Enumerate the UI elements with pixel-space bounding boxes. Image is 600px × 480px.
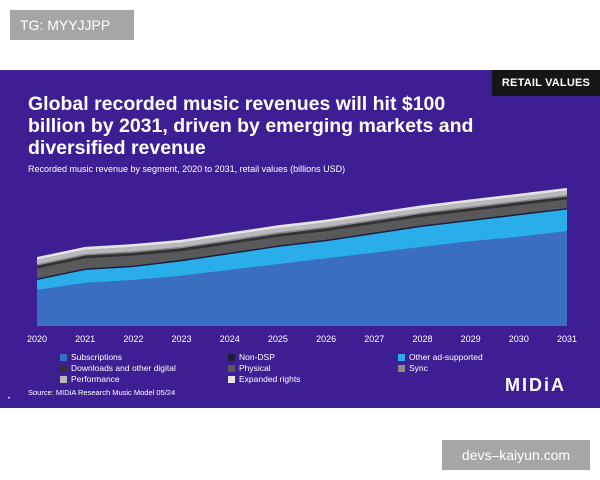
legend-label: Non-DSP [239,352,275,362]
midia-logo: MIDiA [505,375,566,395]
legend-swatch [228,364,235,372]
chart-title-line-1: Global recorded music revenues will hit … [28,93,446,115]
x-tick-2025: 2025 [268,334,288,344]
legend-swatch [228,375,235,383]
legend-item: Subscriptions [60,352,122,362]
x-tick-2030: 2030 [509,334,529,344]
area-other-ad-supported [37,209,567,290]
legend-item: Other ad-supported [398,352,483,362]
x-tick-2027: 2027 [364,334,384,344]
area-downloads-and-other-digital [37,196,567,269]
legend-swatch [398,364,405,372]
legend-label: Physical [239,363,271,373]
legend-item: Non-DSP [228,352,275,362]
x-tick-2023: 2023 [172,334,192,344]
legend-swatch [60,375,67,383]
chart-title: Global recorded music revenues will hit … [28,93,528,159]
x-tick-2022: 2022 [123,334,143,344]
retail-values-badge: RETAIL VALUES [492,70,600,96]
watermark-bottom: devs–kaiyun.com [442,440,590,470]
legend-label: Expanded rights [239,374,301,384]
chart-title-line-2: billion by 2031, driven by emerging mark… [28,115,474,137]
x-tick-2024: 2024 [220,334,240,344]
x-tick-2026: 2026 [316,334,336,344]
watermark-top: TG: MYYJJPP [10,10,134,40]
legend-label: Other ad-supported [409,352,483,362]
area-performance [37,190,567,265]
legend-item: Expanded rights [228,374,300,384]
slide-marker: • [8,396,11,402]
x-tick-2029: 2029 [461,334,481,344]
legend-item: Sync [398,363,428,373]
x-tick-2020: 2020 [27,334,47,344]
legend-item: Performance [60,374,120,384]
x-tick-2031: 2031 [557,334,577,344]
legend-label: Sync [409,363,428,373]
chart-subtitle: Recorded music revenue by segment, 2020 … [28,164,346,174]
chart-title-line-3: diversified revenue [28,137,206,159]
area-subscriptions [37,231,567,326]
legend-swatch [60,364,67,372]
source-note: Source: MIDiA Research Music Model 05/24 [28,388,176,397]
legend-swatch [60,353,67,361]
legend-item: Physical [228,363,271,373]
area-chart: 2020 2021 2022 2023 2024 2025 2026 2027 2028 2029… [27,187,577,344]
legend-swatch [398,353,405,361]
legend-swatch [228,353,235,361]
chart-slide: RETAIL VALUES Global recorded music reve… [0,70,600,408]
legend-label: Downloads and other digital [71,363,176,373]
area-non-dsp [37,208,567,280]
area-expanded-rights [37,187,567,260]
x-tick-2021: 2021 [75,334,95,344]
x-tick-2028: 2028 [412,334,432,344]
legend-item: Downloads and other digital [60,363,176,373]
legend-label: Subscriptions [71,352,123,362]
legend-label: Performance [71,374,120,384]
area-sync [37,195,567,266]
area-physical [37,199,567,279]
